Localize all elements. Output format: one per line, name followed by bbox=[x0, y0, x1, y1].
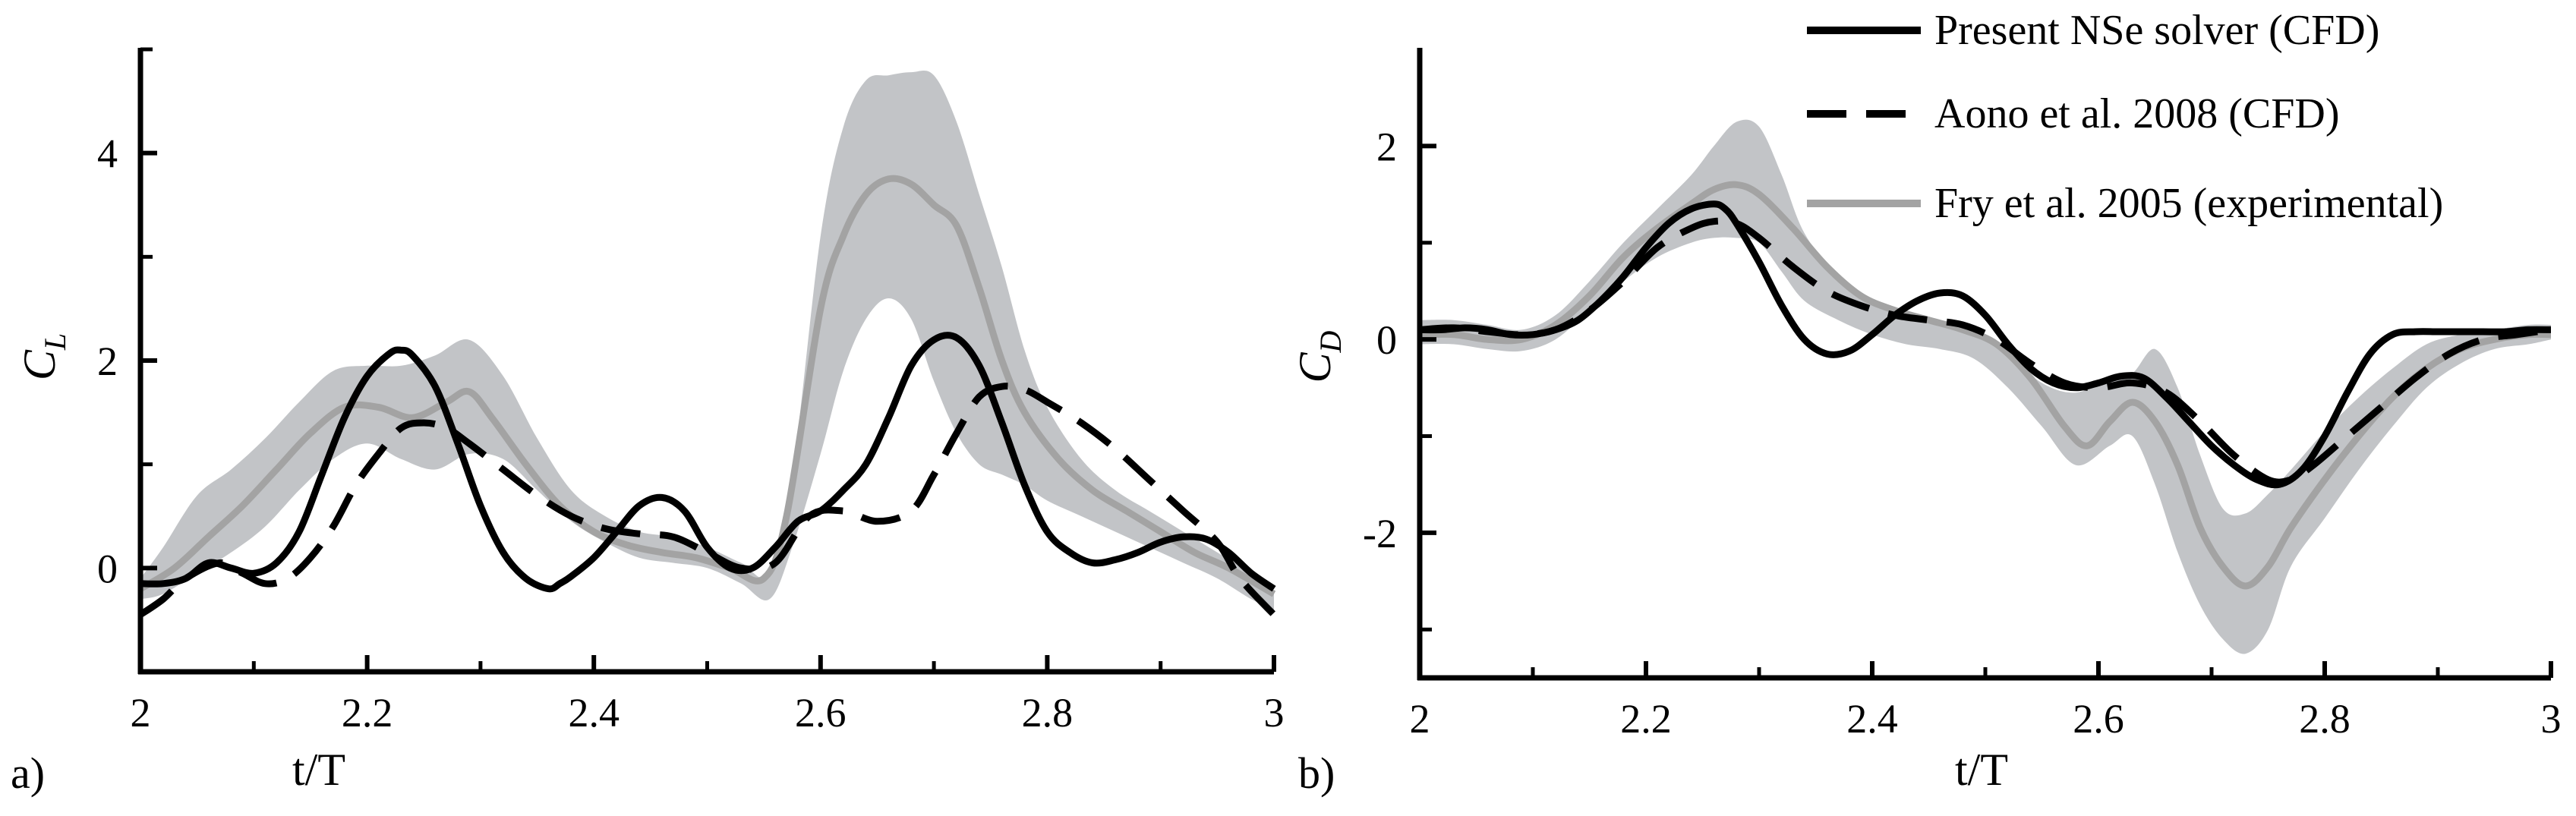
cd-x-tick-label: 2 bbox=[1410, 696, 1430, 742]
cd-y-tick-label: 2 bbox=[1376, 124, 1397, 169]
panel-a-label: a) bbox=[11, 748, 45, 798]
cl-x-tick-label: 2.2 bbox=[342, 690, 393, 736]
cd-axes: 2 2.2 2.4 2.6 2.8 3 -2 0 2 bbox=[1363, 48, 2562, 742]
cl-y-axis-label-sub: L bbox=[38, 333, 72, 351]
cl-x-tick-label: 2.8 bbox=[1022, 690, 1074, 736]
cd-line-present bbox=[1419, 200, 2552, 489]
cd-x-tick-label: 2.8 bbox=[2299, 696, 2351, 742]
cl-y-axis-label-main: C bbox=[14, 349, 65, 380]
cd-y-tick-label: 0 bbox=[1376, 317, 1397, 363]
cd-x-tick-label: 2.4 bbox=[1846, 696, 1898, 742]
cl-x-axis-label: t/T bbox=[292, 745, 345, 795]
cl-x-tick-label: 2.6 bbox=[795, 690, 847, 736]
cd-y-axis-label-sub: D bbox=[1313, 330, 1348, 353]
legend: Present NSe solver (CFD) Aono et al. 200… bbox=[1807, 7, 2443, 227]
cl-x-tick-label: 3 bbox=[1264, 690, 1285, 736]
panel-a: 2 2.2 2.4 2.6 2.8 3 0 2 4 t/T CL a) bbox=[11, 47, 1285, 798]
cd-x-tick-label: 2.2 bbox=[1620, 696, 1672, 742]
legend-label-present: Present NSe solver (CFD) bbox=[1934, 7, 2379, 54]
cd-series-lines bbox=[1419, 181, 2552, 590]
panel-b: 2 2.2 2.4 2.6 2.8 3 -2 0 2 t/T CD b) bbox=[1290, 48, 2562, 798]
cl-y-tick-label: 0 bbox=[97, 546, 118, 591]
cd-y-axis-label-main: C bbox=[1290, 351, 1340, 383]
cd-line-fry bbox=[1419, 181, 2552, 590]
cl-line-aono bbox=[138, 383, 1277, 618]
cl-band-area bbox=[140, 70, 1274, 610]
cd-x-tick-label: 3 bbox=[2541, 696, 2562, 742]
cl-y-tick-label: 2 bbox=[97, 339, 118, 384]
cl-experimental-band bbox=[140, 70, 1274, 610]
cd-x-axis-label: t/T bbox=[1955, 745, 2008, 795]
cl-axes: 2 2.2 2.4 2.6 2.8 3 0 2 4 bbox=[97, 47, 1285, 736]
cd-y-tick-label: -2 bbox=[1363, 511, 1397, 556]
cl-x-tick-label: 2 bbox=[131, 690, 151, 736]
cd-y-axis-label: CD bbox=[1290, 330, 1348, 383]
legend-label-aono: Aono et al. 2008 (CFD) bbox=[1934, 90, 2340, 137]
cl-y-tick-label: 4 bbox=[97, 131, 118, 177]
cl-line-present bbox=[140, 332, 1276, 593]
panel-b-label: b) bbox=[1298, 748, 1335, 798]
legend-label-fry: Fry et al. 2005 (experimental) bbox=[1934, 180, 2443, 227]
cd-band-area bbox=[1420, 119, 2551, 654]
cd-x-tick-label: 2.6 bbox=[2073, 696, 2124, 742]
cl-y-axis-label: CL bbox=[14, 333, 72, 380]
cl-line-fry bbox=[138, 175, 1276, 597]
cl-x-tick-label: 2.4 bbox=[568, 690, 620, 736]
cd-experimental-band bbox=[1420, 119, 2551, 654]
cl-series-lines bbox=[138, 175, 1277, 618]
